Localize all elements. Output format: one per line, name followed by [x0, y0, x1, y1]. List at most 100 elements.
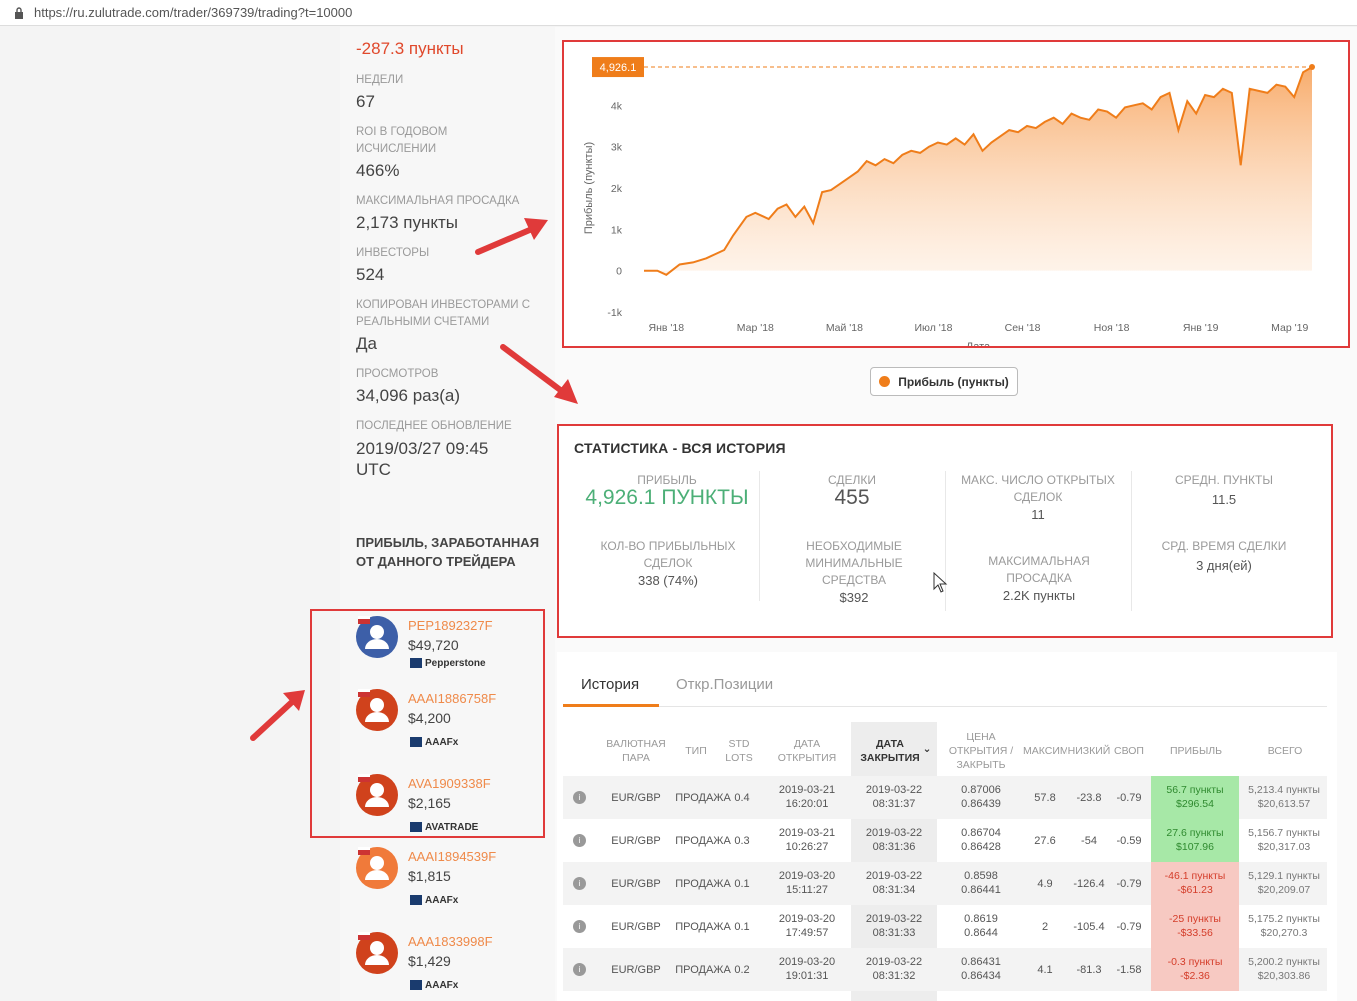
tab-open-positions[interactable]: Откр.Позиции: [676, 676, 774, 693]
user-icon: [365, 783, 389, 807]
cell-open-date: 2019-03-20 15:11:27: [778, 870, 836, 896]
cell-open-date: 2019-03-21 16:20:01: [778, 784, 836, 810]
stat-min-funds-value: $392: [839, 590, 869, 605]
cell-profit-usd: $296.54: [1176, 798, 1214, 810]
broker-logo-icon: [410, 737, 422, 748]
stat-trades-label: СДЕЛКИ: [827, 473, 877, 487]
trade-info-icon[interactable]: i: [573, 834, 586, 847]
cell-close-date: 2019-03-22 08:31:37: [865, 784, 923, 810]
cell-total-pips: 5,200.2 пункты: [1248, 956, 1320, 968]
cell-total-usd: $20,613.57: [1257, 798, 1311, 810]
broker-logo: Pepperstone: [410, 658, 486, 669]
cell-profit-pips: -0.3 пункты: [1167, 956, 1223, 968]
y-tick-label: 2k: [611, 183, 623, 195]
cell-lots: 0.3: [734, 835, 750, 847]
stat-min-funds: НЕОБХОДИМЫЕ МИНИМАЛЬНЫЕ СРЕДСТВА $392: [784, 538, 924, 606]
investor-name[interactable]: AAAI1894539F: [408, 849, 497, 864]
trade-info-icon[interactable]: i: [573, 920, 586, 933]
stat-avg-time-label: СРД. ВРЕМЯ СДЕЛКИ: [1161, 539, 1287, 553]
cell-profit: -0.3 пункты -$2.36: [1151, 948, 1239, 991]
trade-info-icon[interactable]: i: [573, 791, 586, 804]
cell-high: 57.8: [1034, 792, 1056, 804]
stat-value-copied: Да: [356, 334, 377, 353]
col-header-open-date[interactable]: ДАТА ОТКРЫТИЯ: [777, 738, 837, 764]
avatar[interactable]: [356, 689, 398, 731]
current-value-tag: [592, 57, 644, 78]
col-header-close-date[interactable]: ДАТА ЗАКРЫТИЯ: [860, 738, 920, 764]
col-header-high[interactable]: МАКСИМ: [1023, 745, 1067, 757]
cell-total-usd: $20,209.07: [1257, 884, 1311, 896]
cell-type: ПРОДАЖА: [675, 964, 731, 976]
cell-price-open: 0.87006: [961, 784, 1001, 796]
stat-profit-value: 4,926.1 пункты: [585, 486, 749, 509]
address-bar[interactable]: https://ru.zulutrade.com/trader/369739/t…: [0, 0, 1357, 26]
stat-label-weeks: НЕДЕЛИ: [356, 74, 404, 86]
col-header-price[interactable]: ЦЕНА ОТКРЫТИЯ / ЗАКРЫТЬ: [948, 731, 1014, 771]
cell-low: -105.4: [1073, 921, 1105, 933]
cell-low: -54: [1081, 835, 1097, 847]
cell-type: ПРОДАЖА: [675, 921, 731, 933]
col-header-profit[interactable]: ПРИБЫЛЬ: [1169, 745, 1223, 757]
col-header-lots[interactable]: STD LOTS: [725, 738, 753, 764]
col-header-type[interactable]: ТИП: [685, 745, 707, 757]
cell-close-date: 2019-03-22 08:31:36: [865, 827, 923, 853]
investor-profit: $4,200: [408, 710, 451, 726]
cell-profit-pips: -46.1 пункты: [1164, 870, 1226, 882]
stat-label-max-drawdown: МАКСИМАЛЬНАЯ ПРОСАДКА: [356, 195, 520, 207]
stat-trades-value: 455: [834, 486, 870, 509]
col-header-total[interactable]: ВСЕГО: [1267, 745, 1303, 757]
sort-chevron-down-icon[interactable]: ⌄: [922, 743, 932, 755]
col-header-pair[interactable]: ВАЛЮТНАЯ ПАРА: [606, 738, 666, 764]
stat-min-funds-label: НЕОБХОДИМЫЕ МИНИМАЛЬНЫЕ СРЕДСТВА: [805, 539, 903, 587]
cell-profit-usd: -$2.36: [1180, 970, 1210, 982]
cell-profit: -46.1 пункты -$61.23: [1151, 862, 1239, 905]
stat-winning: КОЛ-ВО ПРИБЫЛЬНЫХ СДЕЛОК 338 (74%): [584, 538, 752, 589]
broker-logo: AVATRADE: [410, 822, 478, 833]
chart-series-line: [644, 66, 1313, 276]
broker-logo: AAAFx: [410, 980, 458, 991]
country-flag-icon: [358, 774, 370, 782]
cell-profit-pips: -25 пункты: [1169, 913, 1221, 925]
legend-dot-icon: [879, 376, 891, 387]
stat-label-investors: ИНВЕСТОРЫ: [356, 247, 430, 259]
investor-name[interactable]: AAAI1886758F: [408, 691, 497, 706]
country-flag-icon: [358, 689, 370, 697]
x-tick-label: Мар '19: [1271, 322, 1308, 334]
investor-name[interactable]: PEP1892327F: [408, 618, 493, 633]
broker-name: AAAFx: [425, 980, 459, 991]
cell-lots: 0.4: [734, 792, 750, 804]
tab-history[interactable]: История: [581, 676, 640, 693]
broker-logo-icon: [410, 980, 422, 991]
cell-high: 2: [1041, 921, 1049, 933]
stat-value-roi: 466%: [356, 161, 400, 180]
x-tick-label: Сен '18: [1005, 322, 1041, 334]
stat-value-pips-change: -287.3 пункты: [356, 39, 464, 58]
stat-label-views: ПРОСМОТРОВ: [356, 368, 439, 380]
broker-logo-icon: [410, 658, 422, 669]
profit-chart[interactable]: 4,926.1 -1k 0 1k 2k 3k 4k Янв '18 Мар '18 Май '18…: [562, 40, 1350, 353]
cell-price-close: 0.86434: [961, 970, 1001, 982]
stat-value-max-drawdown: 2,173 пункты: [356, 213, 458, 232]
cell-type: ПРОДАЖА: [675, 878, 731, 890]
broker-name: AAAFx: [425, 737, 459, 748]
y-axis-label: Прибыль (пункты): [583, 142, 595, 234]
cell-type: ПРОДАЖА: [675, 792, 731, 804]
trade-info-icon[interactable]: i: [573, 877, 586, 890]
investor-name[interactable]: AVA1909338F: [408, 776, 491, 791]
investor-name[interactable]: AAA1833998F: [408, 934, 493, 949]
stat-max-dd-label: МАКСИМАЛЬНАЯ ПРОСАДКА: [988, 554, 1090, 585]
cell-pair: EUR/GBP: [611, 792, 661, 804]
cell-pair: EUR/GBP: [611, 835, 661, 847]
user-icon: [365, 698, 389, 722]
legend-toggle-button[interactable]: Прибыль (пункты): [870, 367, 1018, 396]
divider: [1131, 471, 1132, 611]
tab-active-indicator: [563, 704, 659, 707]
trade-info-icon[interactable]: i: [573, 963, 586, 976]
cell-total-pips: 5,213.4 пункты: [1248, 784, 1320, 796]
cell-low: -126.4: [1073, 878, 1105, 890]
col-header-swap[interactable]: СВОП: [1114, 745, 1144, 757]
statistics-panel: СТАТИСТИКА - ВСЯ ИСТОРИЯ ПРИБЫЛЬ 4,926.1…: [557, 424, 1333, 638]
col-header-low[interactable]: НИЗКИЙ: [1067, 745, 1111, 757]
cell-swap: -0.79: [1116, 921, 1142, 933]
cell-profit: -25 пункты -$33.56: [1151, 905, 1239, 948]
